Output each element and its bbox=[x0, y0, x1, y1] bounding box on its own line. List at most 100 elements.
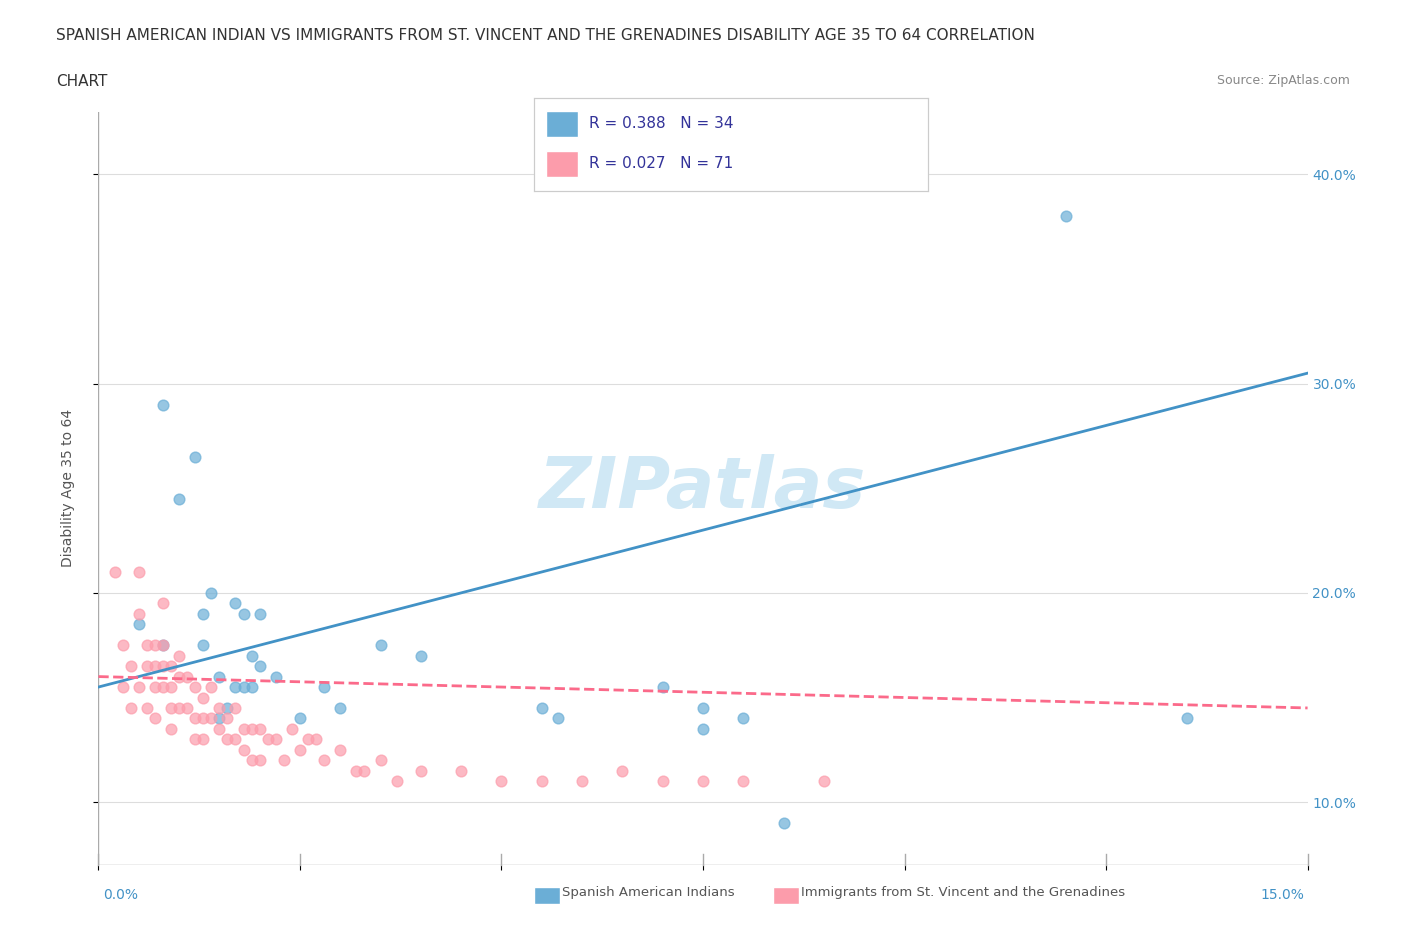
FancyBboxPatch shape bbox=[546, 111, 578, 137]
Immigrants from St. Vincent and the Grenadines bbox=[176, 700, 198, 715]
Text: SPANISH AMERICAN INDIAN VS IMMIGRANTS FROM ST. VINCENT AND THE GRENADINES DISABI: SPANISH AMERICAN INDIAN VS IMMIGRANTS FR… bbox=[56, 28, 1035, 43]
Spanish American Indians bbox=[240, 648, 263, 663]
Immigrants from St. Vincent and the Grenadines bbox=[128, 606, 150, 621]
Immigrants from St. Vincent and the Grenadines bbox=[184, 732, 207, 747]
Immigrants from St. Vincent and the Grenadines bbox=[249, 722, 271, 737]
Immigrants from St. Vincent and the Grenadines bbox=[256, 732, 278, 747]
Spanish American Indians bbox=[692, 700, 714, 715]
Text: 0.0%: 0.0% bbox=[103, 888, 138, 902]
Immigrants from St. Vincent and the Grenadines bbox=[240, 722, 263, 737]
Immigrants from St. Vincent and the Grenadines bbox=[135, 658, 157, 673]
Immigrants from St. Vincent and the Grenadines bbox=[193, 711, 215, 725]
Text: 15.0%: 15.0% bbox=[1261, 888, 1305, 902]
Immigrants from St. Vincent and the Grenadines bbox=[200, 711, 222, 725]
Immigrants from St. Vincent and the Grenadines bbox=[184, 680, 207, 695]
Spanish American Indians bbox=[692, 722, 714, 737]
Spanish American Indians bbox=[224, 680, 246, 695]
Spanish American Indians bbox=[314, 680, 336, 695]
Immigrants from St. Vincent and the Grenadines bbox=[491, 774, 513, 789]
Spanish American Indians bbox=[409, 648, 432, 663]
Immigrants from St. Vincent and the Grenadines bbox=[281, 722, 304, 737]
Immigrants from St. Vincent and the Grenadines bbox=[128, 680, 150, 695]
Immigrants from St. Vincent and the Grenadines bbox=[120, 658, 142, 673]
Spanish American Indians bbox=[249, 606, 271, 621]
Spanish American Indians bbox=[217, 700, 239, 715]
Immigrants from St. Vincent and the Grenadines bbox=[160, 700, 183, 715]
Immigrants from St. Vincent and the Grenadines bbox=[353, 764, 375, 778]
Spanish American Indians bbox=[208, 711, 231, 725]
Immigrants from St. Vincent and the Grenadines bbox=[200, 680, 222, 695]
Spanish American Indians bbox=[152, 397, 174, 412]
Immigrants from St. Vincent and the Grenadines bbox=[135, 700, 157, 715]
Immigrants from St. Vincent and the Grenadines bbox=[184, 711, 207, 725]
Immigrants from St. Vincent and the Grenadines bbox=[208, 722, 231, 737]
Text: ZIPatlas: ZIPatlas bbox=[540, 454, 866, 523]
Immigrants from St. Vincent and the Grenadines bbox=[344, 764, 367, 778]
Spanish American Indians bbox=[232, 606, 254, 621]
Spanish American Indians bbox=[547, 711, 569, 725]
Spanish American Indians bbox=[651, 680, 673, 695]
Text: Spanish American Indians: Spanish American Indians bbox=[562, 886, 735, 899]
Immigrants from St. Vincent and the Grenadines bbox=[217, 732, 239, 747]
Immigrants from St. Vincent and the Grenadines bbox=[733, 774, 755, 789]
Spanish American Indians bbox=[1054, 209, 1077, 224]
Spanish American Indians bbox=[249, 658, 271, 673]
Y-axis label: Disability Age 35 to 64: Disability Age 35 to 64 bbox=[60, 409, 75, 567]
Immigrants from St. Vincent and the Grenadines bbox=[217, 711, 239, 725]
Text: R = 0.388   N = 34: R = 0.388 N = 34 bbox=[589, 116, 734, 131]
Text: CHART: CHART bbox=[56, 74, 108, 89]
Immigrants from St. Vincent and the Grenadines bbox=[530, 774, 553, 789]
Immigrants from St. Vincent and the Grenadines bbox=[240, 753, 263, 768]
Immigrants from St. Vincent and the Grenadines bbox=[224, 700, 246, 715]
Immigrants from St. Vincent and the Grenadines bbox=[152, 658, 174, 673]
Immigrants from St. Vincent and the Grenadines bbox=[232, 742, 254, 757]
Immigrants from St. Vincent and the Grenadines bbox=[103, 565, 125, 579]
Spanish American Indians bbox=[370, 638, 392, 653]
Spanish American Indians bbox=[288, 711, 311, 725]
Spanish American Indians bbox=[264, 670, 287, 684]
Spanish American Indians bbox=[128, 617, 150, 631]
Spanish American Indians bbox=[329, 700, 352, 715]
Immigrants from St. Vincent and the Grenadines bbox=[409, 764, 432, 778]
Immigrants from St. Vincent and the Grenadines bbox=[571, 774, 593, 789]
Immigrants from St. Vincent and the Grenadines bbox=[143, 658, 166, 673]
Immigrants from St. Vincent and the Grenadines bbox=[450, 764, 472, 778]
Immigrants from St. Vincent and the Grenadines bbox=[111, 680, 134, 695]
Immigrants from St. Vincent and the Grenadines bbox=[135, 638, 157, 653]
Spanish American Indians bbox=[208, 670, 231, 684]
Spanish American Indians bbox=[152, 638, 174, 653]
Immigrants from St. Vincent and the Grenadines bbox=[143, 711, 166, 725]
Immigrants from St. Vincent and the Grenadines bbox=[224, 732, 246, 747]
Spanish American Indians bbox=[184, 449, 207, 464]
Immigrants from St. Vincent and the Grenadines bbox=[120, 700, 142, 715]
Immigrants from St. Vincent and the Grenadines bbox=[167, 648, 190, 663]
Spanish American Indians bbox=[193, 638, 215, 653]
Immigrants from St. Vincent and the Grenadines bbox=[143, 638, 166, 653]
Immigrants from St. Vincent and the Grenadines bbox=[160, 722, 183, 737]
Spanish American Indians bbox=[772, 816, 794, 830]
Immigrants from St. Vincent and the Grenadines bbox=[160, 658, 183, 673]
Immigrants from St. Vincent and the Grenadines bbox=[297, 732, 319, 747]
Text: R = 0.027   N = 71: R = 0.027 N = 71 bbox=[589, 156, 734, 171]
Immigrants from St. Vincent and the Grenadines bbox=[128, 565, 150, 579]
Immigrants from St. Vincent and the Grenadines bbox=[329, 742, 352, 757]
Immigrants from St. Vincent and the Grenadines bbox=[264, 732, 287, 747]
Immigrants from St. Vincent and the Grenadines bbox=[193, 732, 215, 747]
Immigrants from St. Vincent and the Grenadines bbox=[111, 638, 134, 653]
Immigrants from St. Vincent and the Grenadines bbox=[152, 638, 174, 653]
Immigrants from St. Vincent and the Grenadines bbox=[813, 774, 835, 789]
Immigrants from St. Vincent and the Grenadines bbox=[385, 774, 408, 789]
Spanish American Indians bbox=[167, 491, 190, 506]
Immigrants from St. Vincent and the Grenadines bbox=[167, 700, 190, 715]
Immigrants from St. Vincent and the Grenadines bbox=[176, 670, 198, 684]
Immigrants from St. Vincent and the Grenadines bbox=[305, 732, 328, 747]
Immigrants from St. Vincent and the Grenadines bbox=[651, 774, 673, 789]
Immigrants from St. Vincent and the Grenadines bbox=[152, 680, 174, 695]
Spanish American Indians bbox=[240, 680, 263, 695]
Spanish American Indians bbox=[200, 586, 222, 601]
Immigrants from St. Vincent and the Grenadines bbox=[208, 700, 231, 715]
Immigrants from St. Vincent and the Grenadines bbox=[273, 753, 295, 768]
Spanish American Indians bbox=[530, 700, 553, 715]
Spanish American Indians bbox=[193, 606, 215, 621]
Spanish American Indians bbox=[1175, 711, 1198, 725]
